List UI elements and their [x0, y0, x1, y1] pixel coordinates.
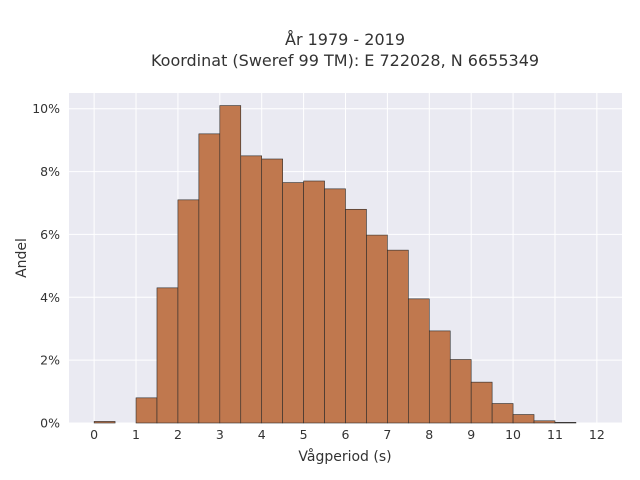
x-tick-label: 0: [90, 427, 98, 442]
y-tick-label: 10%: [32, 101, 60, 116]
histogram-bar: [491, 403, 514, 424]
histogram-bar: [282, 182, 304, 424]
histogram-bar: [345, 208, 367, 424]
x-tick-label: 5: [300, 427, 308, 442]
histogram-bar: [449, 359, 472, 424]
histogram-bar: [156, 287, 179, 424]
histogram-bar: [93, 421, 116, 424]
x-axis-ticks: 0 1 2 3 4 5 6 7 8 9 10 11 12: [90, 427, 605, 442]
x-tick-label: 3: [216, 427, 224, 442]
y-tick-label: 6%: [40, 227, 60, 242]
x-tick-label: 2: [174, 427, 182, 442]
histogram-bar: [261, 158, 283, 424]
y-tick-label: 2%: [40, 353, 60, 368]
y-axis-ticks: 0% 2% 4% 6% 8% 10%: [32, 101, 60, 430]
x-tick-label: 9: [467, 427, 475, 442]
x-tick-label: 8: [425, 427, 433, 442]
x-tick-label: 7: [383, 427, 391, 442]
y-tick-label: 4%: [40, 290, 60, 305]
histogram-bar: [219, 105, 242, 424]
histogram-bar: [240, 155, 263, 424]
x-tick-label: 10: [505, 427, 521, 442]
x-tick-label: 6: [342, 427, 350, 442]
bars: [93, 105, 577, 424]
x-tick-label: 4: [258, 427, 266, 442]
histogram-bar: [533, 420, 556, 424]
histogram-bar: [366, 234, 388, 424]
x-axis-label: Vågperiod (s): [298, 448, 391, 465]
histogram-bar: [408, 298, 430, 424]
y-tick-label: 0%: [40, 416, 60, 431]
histogram-bar: [554, 422, 577, 424]
y-tick-label: 8%: [40, 164, 60, 179]
histogram-bar: [177, 199, 200, 424]
x-tick-label: 12: [589, 427, 605, 442]
chart-title-line-2: Koordinat (Sweref 99 TM): E 722028, N 66…: [151, 51, 539, 70]
histogram-bar: [512, 414, 535, 424]
histogram-bar: [428, 330, 451, 424]
histogram-bar: [387, 249, 409, 424]
histogram-bar: [303, 180, 325, 424]
histogram-bar: [135, 397, 158, 424]
chart-title-line-1: År 1979 - 2019: [285, 30, 405, 49]
histogram-bar: [324, 188, 346, 424]
histogram-bar: [470, 381, 493, 424]
x-tick-label: 1: [132, 427, 140, 442]
x-tick-label: 11: [547, 427, 563, 442]
histogram-bar: [198, 133, 221, 424]
y-axis-label: Andel: [14, 238, 30, 278]
